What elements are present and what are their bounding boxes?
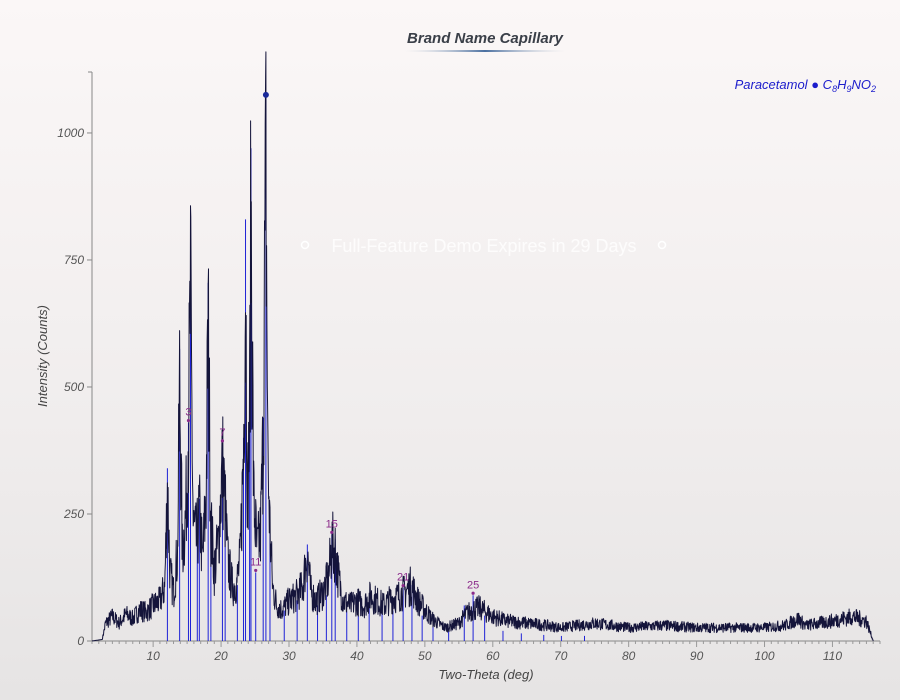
x-tick-label: 80	[622, 649, 636, 663]
watermark-text: Full-Feature Demo Expires in 29 Days	[331, 236, 636, 256]
formula-part: NO	[851, 77, 871, 92]
x-tick-label: 50	[418, 649, 432, 663]
x-axis-label: Two-Theta (deg)	[438, 667, 533, 682]
peak-marker	[401, 584, 405, 588]
axes: 0 250 500 750 1000 10 20 30 40 50 60 70 80 90 100 110	[57, 71, 881, 663]
chart-title: Brand Name Capillary	[407, 30, 564, 47]
formula-part: H	[837, 77, 847, 92]
y-tick-label: 0	[77, 634, 84, 648]
y-tick-label: 250	[63, 507, 84, 521]
watermark-bullet-right	[657, 240, 667, 250]
x-tick-label: 110	[823, 649, 842, 663]
formula-part: 2	[870, 84, 876, 94]
y-tick-label: 500	[64, 380, 84, 394]
x-tick-label: 70	[554, 649, 568, 663]
legend-bullet: ●	[811, 77, 822, 92]
peak-marker	[254, 568, 258, 573]
x-tick-label: 40	[350, 649, 364, 663]
series-line-paracetamol	[91, 51, 874, 642]
peak-marker	[186, 418, 191, 423]
peak-marker	[471, 591, 475, 595]
formula-part: C	[823, 77, 833, 92]
x-tick-label: 100	[755, 649, 775, 663]
watermark: Full-Feature Demo Expires in 29 Days	[300, 236, 667, 256]
x-tick-label: 90	[690, 649, 704, 663]
svg-text:Paracetamol ● C8: Paracetamol ● C8H9NO2	[735, 77, 876, 94]
legend-formula: C8H9NO2	[823, 77, 876, 94]
formula-part: 8	[832, 84, 837, 94]
watermark-bullet-left	[300, 240, 310, 250]
peak-label: 7	[219, 427, 225, 439]
peak-label: 11	[250, 556, 261, 568]
peak-marker	[330, 530, 334, 534]
x-tick-label: 20	[213, 649, 228, 663]
title-underline	[405, 50, 565, 52]
legend-series-name: Paracetamol	[735, 77, 809, 92]
peak-marker	[220, 439, 225, 443]
peak-label: 21	[397, 572, 409, 584]
x-tick-label: 60	[486, 649, 500, 663]
reference-lines	[166, 97, 585, 641]
peak-label: 25	[467, 579, 479, 591]
y-tick-label: 750	[64, 253, 84, 267]
peak-label: 3	[185, 407, 191, 419]
peak-label: 15	[326, 518, 338, 530]
series-layer	[91, 51, 874, 642]
peak-labels: 3 7 11 15 21 25	[185, 407, 479, 595]
legend: Paracetamol ● C8H9NO2	[735, 77, 876, 94]
top-peak-marker	[262, 91, 269, 98]
x-tick-label: 30	[282, 649, 296, 663]
formula-part: 9	[846, 84, 851, 94]
y-axis-label: Intensity (Counts)	[35, 305, 50, 407]
x-tick-label: 10	[146, 649, 160, 663]
y-tick-label: 1000	[57, 126, 84, 140]
